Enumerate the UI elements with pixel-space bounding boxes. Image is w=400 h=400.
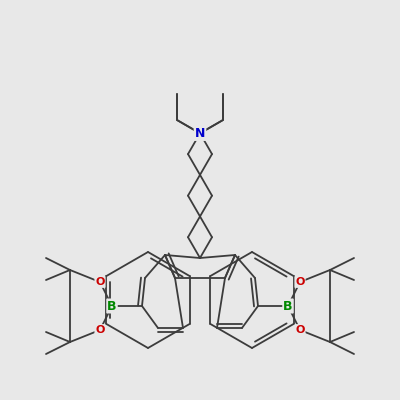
Text: O: O [95, 325, 105, 335]
Text: O: O [95, 277, 105, 287]
Text: B: B [283, 300, 293, 312]
Text: O: O [295, 325, 305, 335]
Text: B: B [107, 300, 117, 312]
Text: N: N [195, 127, 205, 140]
Text: N: N [195, 127, 205, 140]
Text: O: O [295, 277, 305, 287]
